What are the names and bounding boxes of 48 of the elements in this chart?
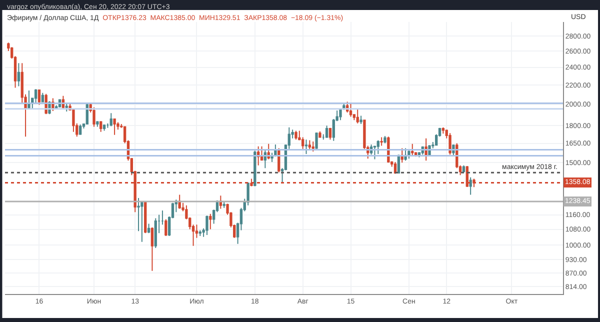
candlestick <box>462 164 466 173</box>
candlestick <box>65 102 68 112</box>
candlestick <box>72 108 75 132</box>
candlestick <box>102 124 106 132</box>
candlestick <box>110 112 112 127</box>
candlestick <box>264 150 267 169</box>
candlestick <box>325 125 328 138</box>
candlestick <box>356 108 359 124</box>
candlestick <box>360 115 362 124</box>
candlestick <box>318 130 322 138</box>
candlestick <box>34 88 38 104</box>
candlestick <box>411 143 414 156</box>
candlestick <box>154 218 157 248</box>
candlestick <box>17 62 20 87</box>
candlestick <box>41 92 44 103</box>
candlestick <box>294 130 298 140</box>
candlestick <box>339 108 342 121</box>
candlestick <box>147 223 150 234</box>
candlestick <box>78 124 82 136</box>
candlestick <box>150 226 154 272</box>
candlestick <box>315 132 318 150</box>
candlestick <box>164 218 168 236</box>
candlestick <box>206 215 208 236</box>
candlestick <box>328 127 332 140</box>
candlestick <box>260 146 264 162</box>
candlestick <box>222 202 226 208</box>
candlestick <box>308 140 312 150</box>
candlestick <box>144 202 147 234</box>
candlestick <box>349 102 352 118</box>
candlestick <box>96 120 99 128</box>
candlestick <box>28 90 30 110</box>
candlestick <box>408 150 410 160</box>
candlestick <box>38 89 41 106</box>
candlestick <box>469 176 472 196</box>
candlestick <box>424 138 428 162</box>
candlestick <box>140 200 144 242</box>
candlestick <box>304 139 308 155</box>
candlestick <box>380 136 383 146</box>
candlestick <box>442 126 445 134</box>
candlestick <box>448 132 452 156</box>
candlestick <box>312 140 314 152</box>
candlestick <box>384 136 386 144</box>
candlestick <box>198 230 202 236</box>
candlestick <box>100 120 102 132</box>
candlestick <box>92 106 96 128</box>
candlestick <box>404 148 407 162</box>
candlestick <box>209 213 212 230</box>
candlestick <box>113 118 116 136</box>
